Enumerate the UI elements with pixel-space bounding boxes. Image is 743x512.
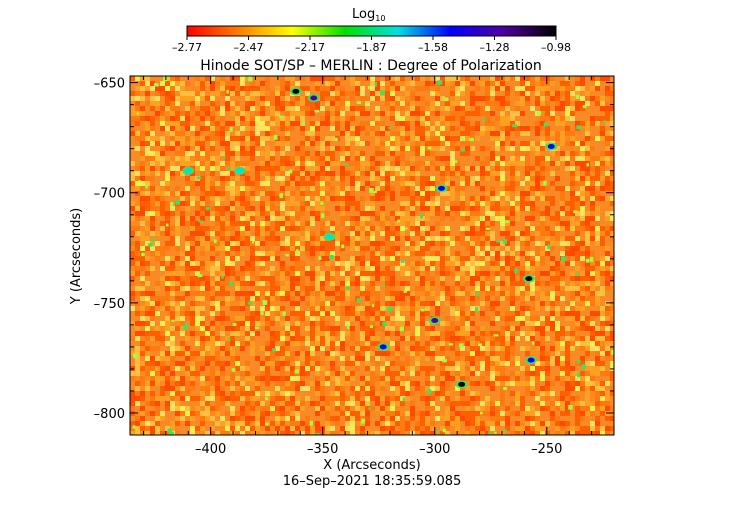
colorbar-tick-label: –1.87 <box>357 41 387 54</box>
y-tick-label: –650 <box>94 77 125 92</box>
colorbar-tick-label: –2.17 <box>295 41 325 54</box>
x-tick-label: –350 <box>307 442 338 457</box>
colorbar-tick-label: –1.28 <box>480 41 510 54</box>
x-tick-label: –400 <box>195 442 226 457</box>
colorbar-tick-label: –2.47 <box>234 41 264 54</box>
colorbar <box>186 25 557 37</box>
y-axis-label: Y (Arcseconds) <box>69 208 84 305</box>
chart-title: Hinode SOT/SP – MERLIN : Degree of Polar… <box>200 58 542 74</box>
feature-spot <box>379 344 387 350</box>
x-tick-label: –250 <box>531 442 562 457</box>
feature-spot <box>184 168 192 174</box>
feature-spot <box>236 168 244 174</box>
feature-spot <box>292 88 300 94</box>
heatmap-image <box>130 76 614 435</box>
feature-spot <box>527 357 535 363</box>
colorbar-tick-label: –1.58 <box>418 41 448 54</box>
feature-spot <box>310 95 318 101</box>
x-tick-label: –300 <box>419 442 450 457</box>
y-tick-label: –700 <box>94 187 125 202</box>
plot-frame <box>129 75 615 436</box>
heatmap-features <box>182 87 558 389</box>
feature-spot <box>547 143 555 149</box>
x-axis-label: X (Arcseconds) <box>323 458 420 473</box>
y-axis: –650 –700 –750 –800 <box>94 77 614 436</box>
heatmap-texture <box>130 76 614 435</box>
y-tick-label: –750 <box>94 297 125 312</box>
feature-spot <box>458 381 466 387</box>
feature-spot <box>525 276 533 282</box>
feature-spot <box>431 317 439 323</box>
colorbar-ticks: –2.77 –2.47 –2.17 –1.87 –1.58 –1.28 –0.98 <box>172 36 571 54</box>
colorbar-tick-label: –0.98 <box>541 41 571 54</box>
colorbar-label: Log10 <box>352 7 385 23</box>
y-tick-label: –800 <box>94 407 125 422</box>
feature-spot <box>437 185 445 191</box>
footer-timestamp: 16–Sep–2021 18:35:59.085 <box>283 474 462 489</box>
feature-spot <box>325 234 333 240</box>
colorbar-tick-label: –2.77 <box>172 41 202 54</box>
x-axis: –400 –350 –300 –250 <box>142 76 615 457</box>
